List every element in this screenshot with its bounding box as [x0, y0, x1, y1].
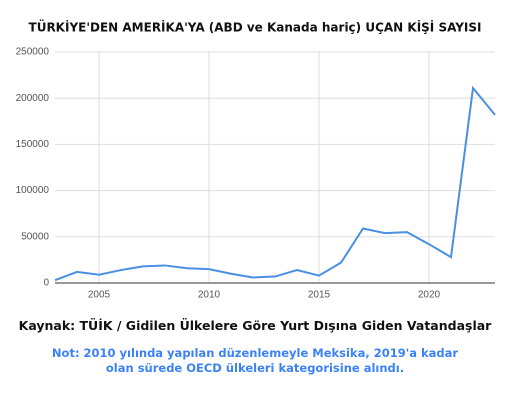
y-tick-label: 150000 [16, 139, 50, 150]
source: Kaynak: TÜİK / Gidilen Ülkelere Göre Yur… [18, 318, 492, 333]
note: Not: 2010 yılında yapılan düzenlemeyle M… [51, 346, 459, 375]
chart-title: TÜRKİYE'DEN AMERİKA'YA (ABD ve Kanada ha… [29, 20, 482, 35]
y-tick-label: 0 [43, 278, 49, 289]
y-tick-label: 100000 [16, 185, 50, 196]
x-tick-label: 2005 [88, 290, 111, 301]
data-line [54, 85, 496, 282]
x-tick-label: 2020 [418, 290, 441, 301]
chart: TÜRKİYE'DEN AMERİKA'YA (ABD ve Kanada ha… [16, 20, 496, 301]
y-tick-label: 50000 [21, 231, 49, 242]
x-tick-label: 2010 [198, 290, 221, 301]
y-tick-label: 250000 [16, 47, 50, 58]
y-tick-label: 200000 [16, 93, 50, 104]
x-tick-label: 2015 [308, 290, 331, 301]
